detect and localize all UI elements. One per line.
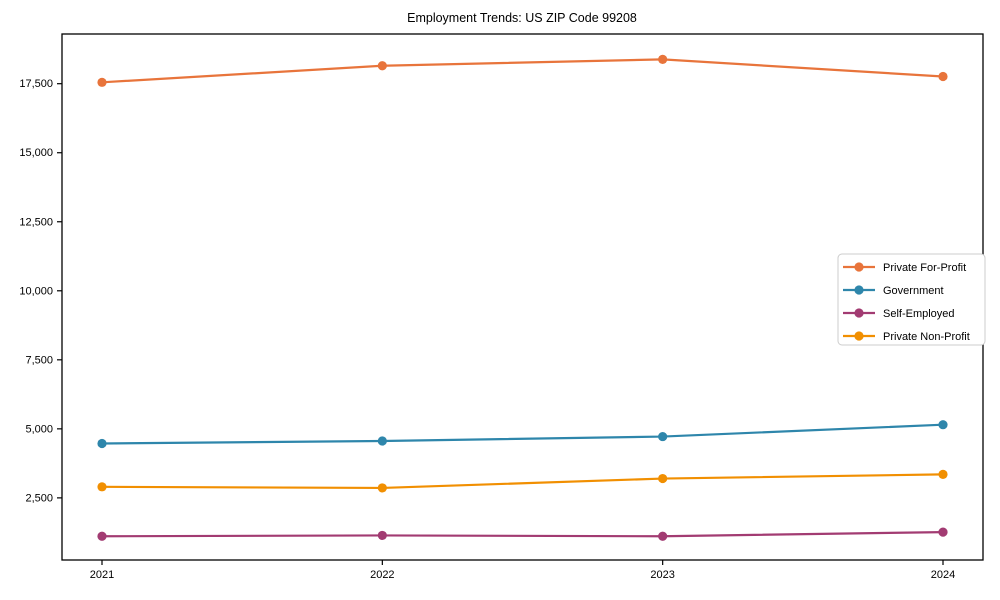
y-tick-label: 7,500: [25, 354, 53, 366]
legend-item-self-employed: Self-Employed: [843, 308, 955, 320]
legend-item-private-for-profit: Private For-Profit: [843, 262, 966, 274]
y-tick-label: 12,500: [19, 216, 53, 228]
legend-item-private-non-profit: Private Non-Profit: [843, 331, 970, 343]
y-tick-label: 15,000: [19, 147, 53, 159]
y-tick-label: 17,500: [19, 78, 53, 90]
data-point-government-2022: [377, 436, 387, 446]
data-point-private-for-profit-2021: [97, 77, 107, 87]
legend-marker-dot: [854, 308, 864, 318]
plot-area: 2,500 5,000 7,500 10,000 12,500 15,000 17,500 2…: [19, 33, 986, 581]
x-tick-label: 2023: [650, 569, 674, 581]
data-point-self-employed-2024: [938, 527, 948, 537]
data-point-private-non-profit-2024: [938, 469, 948, 480]
data-point-self-employed-2022: [377, 530, 387, 541]
series-line-government: [100, 423, 945, 445]
legend-label: Self-Employed: [883, 308, 955, 320]
series-line-private-for-profit: [100, 58, 945, 84]
data-point-private-non-profit-2023: [658, 473, 668, 484]
legend-label: Government: [883, 285, 944, 297]
data-point-private-non-profit-2021: [97, 482, 107, 492]
chart-title: Employment Trends: US ZIP Code 99208: [407, 11, 637, 25]
data-point-private-for-profit-2023: [658, 54, 668, 65]
data-point-private-for-profit-2024: [938, 71, 948, 82]
y-tick-label: 10,000: [19, 285, 53, 297]
data-point-private-non-profit-2022: [377, 483, 387, 493]
data-point-government-2021: [97, 438, 107, 449]
data-point-private-for-profit-2022: [377, 61, 387, 71]
data-point-government-2024: [938, 420, 948, 430]
y-tick-label: 2,500: [25, 492, 53, 504]
x-tick-label: 2021: [90, 569, 114, 581]
legend-label: Private Non-Profit: [883, 331, 970, 343]
legend-marker-dot: [854, 262, 864, 272]
x-tick-label: 2024: [931, 569, 955, 581]
legend: Private For-Profit Government Self-Employe…: [837, 253, 986, 346]
data-point-government-2023: [658, 431, 668, 442]
series-line-private-non-profit: [100, 473, 945, 490]
x-tick-label: 2022: [370, 569, 394, 581]
series-line-self-employed: [100, 531, 945, 538]
legend-label: Private For-Profit: [883, 262, 966, 274]
y-tick-label: 5,000: [25, 423, 53, 435]
legend-marker-dot: [854, 331, 864, 341]
data-point-self-employed-2023: [658, 531, 668, 541]
data-point-self-employed-2021: [97, 531, 107, 541]
legend-item-government: Government: [843, 285, 944, 297]
legend-marker-dot: [854, 285, 864, 295]
legend-box: [837, 253, 986, 346]
